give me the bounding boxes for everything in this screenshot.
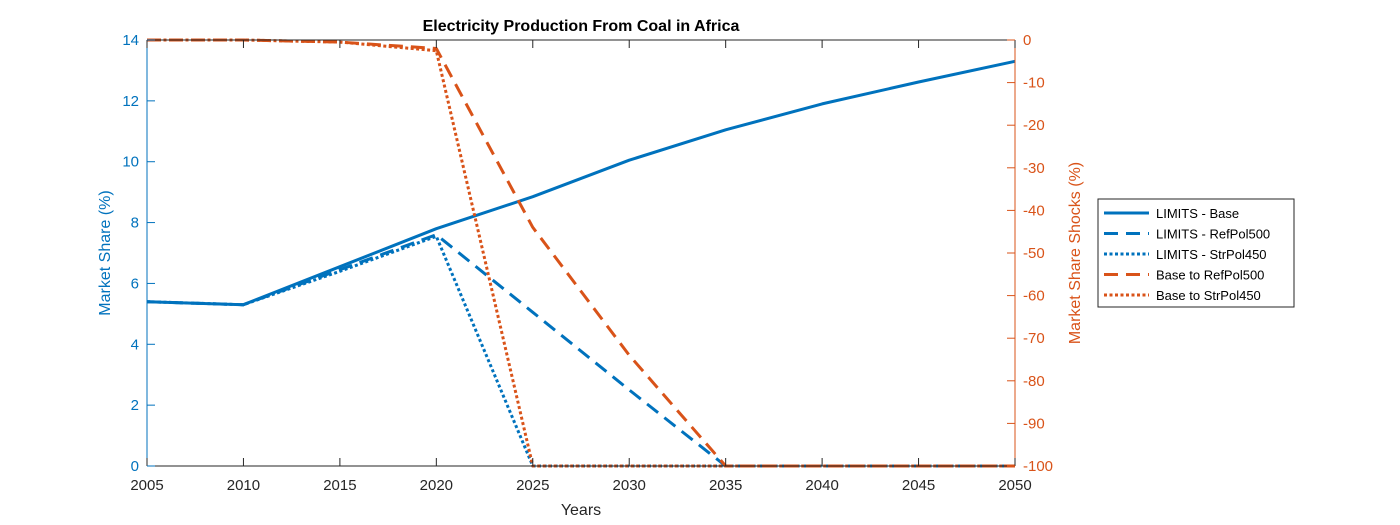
y-left-tick-label: 4 xyxy=(131,336,139,353)
y-right-tick-label: 0 xyxy=(1023,32,1031,49)
y-left-tick-label: 10 xyxy=(122,154,139,171)
x-axis-label: Years xyxy=(561,502,601,519)
x-tick-label: 2005 xyxy=(130,477,163,494)
y-right-tick-label: -10 xyxy=(1023,75,1045,92)
y-right-tick-label: -40 xyxy=(1023,202,1045,219)
legend-items: LIMITS - Base LIMITS - RefPol500 LIMITS - … xyxy=(1104,206,1270,303)
y-right-tick-label: -70 xyxy=(1023,330,1045,347)
y-right-tick-label: -50 xyxy=(1023,245,1045,262)
x-tick-label: 2015 xyxy=(323,477,356,494)
y-axis-label-left: Market Share (%) xyxy=(97,190,114,315)
x-tick-label: 2025 xyxy=(516,477,549,494)
legend-label: LIMITS - RefPol500 xyxy=(1156,227,1270,242)
series-line-1 xyxy=(146,59,1016,307)
x-tick-label: 2035 xyxy=(709,477,742,494)
x-ticks: 2005 2010 2015 2020 2025 2030 2035 2040 2045 2050 xyxy=(130,40,1032,494)
x-tick-label: 2050 xyxy=(998,477,1031,494)
y-left-tick-label: 2 xyxy=(131,397,139,414)
y-right-tick-label: -20 xyxy=(1023,117,1045,134)
plot-area xyxy=(147,40,1015,466)
y-left-tick-label: 8 xyxy=(131,215,139,232)
y-ticks-left: 0 2 4 6 8 10 12 14 xyxy=(122,32,155,475)
x-tick-label: 2040 xyxy=(805,477,838,494)
y-left-tick-label: 14 xyxy=(122,32,139,49)
legend-label: Base to StrPol450 xyxy=(1156,288,1261,303)
x-tick-label: 2045 xyxy=(902,477,935,494)
x-tick-label: 2020 xyxy=(420,477,453,494)
y-axis-label-right: Market Share Shocks (%) xyxy=(1067,162,1084,344)
y-right-tick-label: -80 xyxy=(1023,373,1045,390)
y-right-tick-label: -90 xyxy=(1023,415,1045,432)
legend-label: LIMITS - Base xyxy=(1156,206,1239,221)
y-left-tick-label: 6 xyxy=(131,275,139,292)
series-line-5 xyxy=(147,38,1015,468)
y-right-tick-label: -100 xyxy=(1023,458,1053,475)
legend-box xyxy=(1097,198,1295,308)
x-tick-label: 2030 xyxy=(613,477,646,494)
y-right-tick-label: -30 xyxy=(1023,160,1045,177)
y-left-tick-label: 0 xyxy=(131,458,139,475)
legend-label: Base to RefPol500 xyxy=(1156,268,1264,283)
legend: LIMITS - Base LIMITS - RefPol500 LIMITS - … xyxy=(1097,198,1295,308)
legend-label: LIMITS - StrPol450 xyxy=(1156,247,1267,262)
y-ticks-right: 0 -10 -20 -30 -40 -50 -60 -70 -80 -90 -100 xyxy=(1007,32,1053,475)
x-tick-label: 2010 xyxy=(227,477,260,494)
y-left-tick-label: 12 xyxy=(122,93,139,110)
y-right-tick-label: -60 xyxy=(1023,288,1045,305)
chart-title: Electricity Production From Coal in Afri… xyxy=(423,18,740,35)
